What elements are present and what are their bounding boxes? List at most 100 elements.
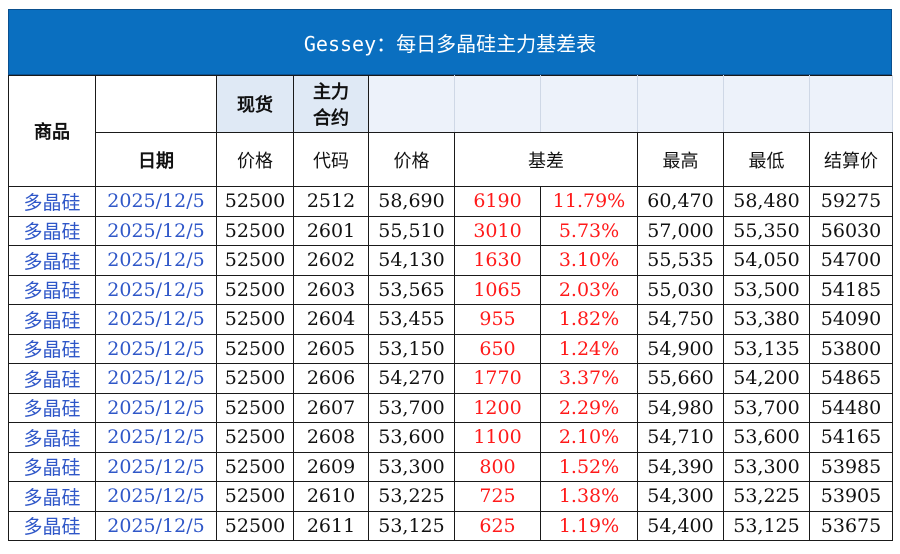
header-row-2: 日期 价格 代码 价格 基差 最高 最低 结算价 <box>9 132 893 187</box>
high-cell: 55,030 <box>637 274 724 305</box>
settle-cell: 54865 <box>809 363 893 394</box>
basis-cell: 955 <box>454 304 541 335</box>
table-row: 多晶硅 2025/12/5 52500 2608 53,600 1100 2.10% 54,7… <box>8 422 893 453</box>
product-cell: 多晶硅 <box>8 363 96 394</box>
settle-cell: 54480 <box>809 392 893 423</box>
date-cell: 2025/12/5 <box>95 481 217 512</box>
spot-price-cell: 52500 <box>216 510 294 541</box>
settle-cell: 59275 <box>809 186 893 217</box>
spot-price-cell: 52500 <box>216 245 294 276</box>
high-cell: 54,390 <box>637 451 724 482</box>
product-cell: 多晶硅 <box>8 422 96 453</box>
basis-pct-cell: 1.82% <box>540 304 638 335</box>
settle-cell: 53675 <box>809 510 893 541</box>
low-cell: 58,480 <box>723 186 810 217</box>
price-cell: 55,510 <box>368 215 455 246</box>
price-cell: 53,150 <box>368 333 455 364</box>
table-row: 多晶硅 2025/12/5 52500 2610 53,225 725 1.38% 54,30… <box>8 481 893 512</box>
date-cell: 2025/12/5 <box>95 451 217 482</box>
basis-pct-cell: 1.52% <box>540 451 638 482</box>
settle-cell: 54185 <box>809 274 893 305</box>
spot-price-cell: 52500 <box>216 215 294 246</box>
basis-cell: 6190 <box>454 186 541 217</box>
contract-code-cell: 2611 <box>293 510 369 541</box>
basis-pct-cell: 2.10% <box>540 422 638 453</box>
settle-cell: 56030 <box>809 215 893 246</box>
contract-code-cell: 2604 <box>293 304 369 335</box>
basis-cell: 800 <box>454 451 541 482</box>
header-settle: 结算价 <box>809 132 893 187</box>
header-main-contract: 主力 合约 <box>293 75 369 133</box>
table-row: 多晶硅 2025/12/5 52500 2602 54,130 1630 3.10% 55,5… <box>8 245 893 276</box>
high-cell: 57,000 <box>637 215 724 246</box>
contract-code-cell: 2608 <box>293 422 369 453</box>
date-cell: 2025/12/5 <box>95 363 217 394</box>
header-blank-low <box>723 75 810 133</box>
table-row: 多晶硅 2025/12/5 52500 2609 53,300 800 1.52% 54,39… <box>8 451 893 482</box>
header-main-contract-line1: 主力 <box>313 82 349 103</box>
low-cell: 53,380 <box>723 304 810 335</box>
basis-pct-cell: 1.19% <box>540 510 638 541</box>
low-cell: 54,200 <box>723 363 810 394</box>
settle-cell: 54165 <box>809 422 893 453</box>
date-cell: 2025/12/5 <box>95 274 217 305</box>
spot-price-cell: 52500 <box>216 422 294 453</box>
contract-code-cell: 2602 <box>293 245 369 276</box>
table-row: 多晶硅 2025/12/5 52500 2611 53,125 625 1.19% 54,40… <box>8 510 893 541</box>
basis-cell: 625 <box>454 510 541 541</box>
basis-table-panel: Gessey：每日多晶硅主力基差表 商品 现货 主力 合约 日期 价格 代码 <box>8 9 893 541</box>
basis-cell: 650 <box>454 333 541 364</box>
price-cell: 53,225 <box>368 481 455 512</box>
basis-pct-cell: 11.79% <box>540 186 638 217</box>
header-row-1: 商品 现货 主力 合约 <box>8 75 893 187</box>
high-cell: 54,900 <box>637 333 724 364</box>
basis-cell: 725 <box>454 481 541 512</box>
price-cell: 53,600 <box>368 422 455 453</box>
contract-code-cell: 2512 <box>293 186 369 217</box>
price-cell: 53,300 <box>368 451 455 482</box>
header-blank-price <box>368 75 455 133</box>
basis-cell: 1200 <box>454 392 541 423</box>
header-basis: 基差 <box>454 132 638 187</box>
date-cell: 2025/12/5 <box>95 304 217 335</box>
product-cell: 多晶硅 <box>8 245 96 276</box>
basis-cell: 1065 <box>454 274 541 305</box>
contract-code-cell: 2605 <box>293 333 369 364</box>
spot-price-cell: 52500 <box>216 392 294 423</box>
contract-code-cell: 2609 <box>293 451 369 482</box>
high-cell: 54,980 <box>637 392 724 423</box>
table-row: 多晶硅 2025/12/5 52500 2512 58,690 6190 11.79% 60,… <box>8 186 893 217</box>
header-code: 代码 <box>293 132 369 187</box>
date-cell: 2025/12/5 <box>95 245 217 276</box>
product-cell: 多晶硅 <box>8 333 96 364</box>
date-cell: 2025/12/5 <box>95 215 217 246</box>
high-cell: 54,710 <box>637 422 724 453</box>
table-row: 多晶硅 2025/12/5 52500 2604 53,455 955 1.82% 54,75… <box>8 304 893 335</box>
price-cell: 53,455 <box>368 304 455 335</box>
basis-pct-cell: 2.29% <box>540 392 638 423</box>
date-cell: 2025/12/5 <box>95 392 217 423</box>
header-empty-date <box>95 75 217 133</box>
header-blank-settle <box>809 75 893 133</box>
spot-price-cell: 52500 <box>216 481 294 512</box>
table-title: Gessey：每日多晶硅主力基差表 <box>8 9 892 75</box>
header-high: 最高 <box>637 132 724 187</box>
low-cell: 53,225 <box>723 481 810 512</box>
low-cell: 53,500 <box>723 274 810 305</box>
spot-price-cell: 52500 <box>216 363 294 394</box>
basis-pct-cell: 5.73% <box>540 215 638 246</box>
table-row: 多晶硅 2025/12/5 52500 2606 54,270 1770 3.37% 55,6… <box>8 363 893 394</box>
header-blank-basis-pct <box>540 75 638 133</box>
basis-cell: 1770 <box>454 363 541 394</box>
product-cell: 多晶硅 <box>8 274 96 305</box>
price-cell: 58,690 <box>368 186 455 217</box>
table-row: 多晶硅 2025/12/5 52500 2607 53,700 1200 2.29% 54,9… <box>8 392 893 423</box>
spot-price-cell: 52500 <box>216 304 294 335</box>
basis-pct-cell: 3.37% <box>540 363 638 394</box>
header-main-contract-line2: 合约 <box>313 108 349 129</box>
settle-cell: 54090 <box>809 304 893 335</box>
header-blank-basis <box>454 75 541 133</box>
product-cell: 多晶硅 <box>8 304 96 335</box>
table-row: 多晶硅 2025/12/5 52500 2601 55,510 3010 5.73% 57,0… <box>8 215 893 246</box>
basis-cell: 3010 <box>454 215 541 246</box>
